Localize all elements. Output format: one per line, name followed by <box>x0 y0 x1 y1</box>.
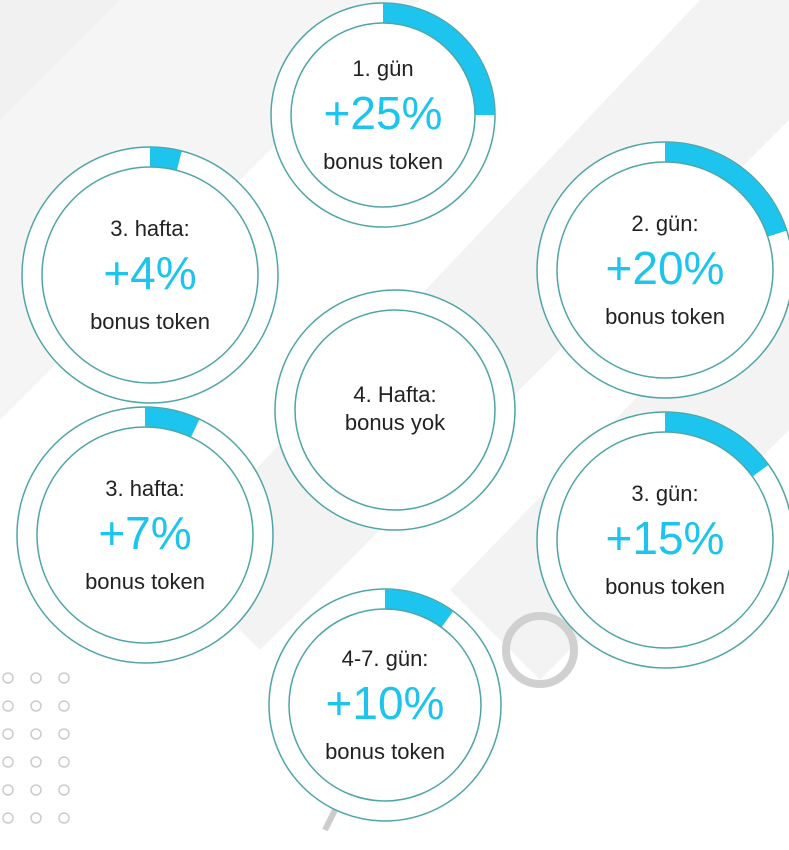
node-caption: bonus token <box>325 739 445 764</box>
progress-arc <box>271 3 495 227</box>
node-title: 3. hafta: <box>105 476 185 501</box>
deco-ring <box>502 612 578 688</box>
node-caption: bonus token <box>605 574 725 599</box>
inner-ring <box>290 22 476 208</box>
dot <box>30 784 42 796</box>
bonus-value: +10% <box>326 677 445 729</box>
inner-ring <box>294 309 496 511</box>
node-caption: bonus token <box>323 149 443 174</box>
dot <box>30 728 42 740</box>
dot <box>30 812 42 824</box>
node-title: 3. gün: <box>631 481 698 506</box>
node-title: 4. Hafta: <box>353 382 436 407</box>
node-caption: bonus token <box>85 569 205 594</box>
node-title: 3. hafta: <box>110 216 190 241</box>
progress-arc <box>537 142 789 398</box>
dot <box>2 756 14 768</box>
dot <box>30 756 42 768</box>
inner-ring <box>556 431 774 649</box>
dot <box>2 728 14 740</box>
progress-arc <box>537 412 789 668</box>
dot <box>58 700 70 712</box>
dot <box>58 812 70 824</box>
dot <box>2 700 14 712</box>
dot <box>58 672 70 684</box>
node-caption: bonus token <box>605 304 725 329</box>
node-title: 1. gün <box>352 56 413 81</box>
progress-arc <box>17 407 273 663</box>
node-caption: bonus token <box>90 309 210 334</box>
inner-ring <box>556 161 774 379</box>
dot <box>2 812 14 824</box>
inner-ring <box>288 608 482 802</box>
bonus-value: +25% <box>324 87 443 139</box>
dot-grid <box>2 672 70 824</box>
progress-arc <box>22 147 278 403</box>
progress-arc <box>269 589 501 821</box>
dot <box>30 672 42 684</box>
dot <box>58 784 70 796</box>
dot <box>58 728 70 740</box>
node-caption: bonus yok <box>345 410 446 435</box>
bonus-value: +4% <box>103 247 196 299</box>
bonus-value: +15% <box>606 512 725 564</box>
dot <box>2 784 14 796</box>
dot <box>30 700 42 712</box>
node-title: 4-7. gün: <box>342 646 429 671</box>
dot <box>2 672 14 684</box>
bonus-value: +7% <box>98 507 191 559</box>
bonus-value: +20% <box>606 242 725 294</box>
inner-ring <box>41 166 259 384</box>
inner-ring <box>36 426 254 644</box>
dot <box>58 756 70 768</box>
node-title: 2. gün: <box>631 211 698 236</box>
